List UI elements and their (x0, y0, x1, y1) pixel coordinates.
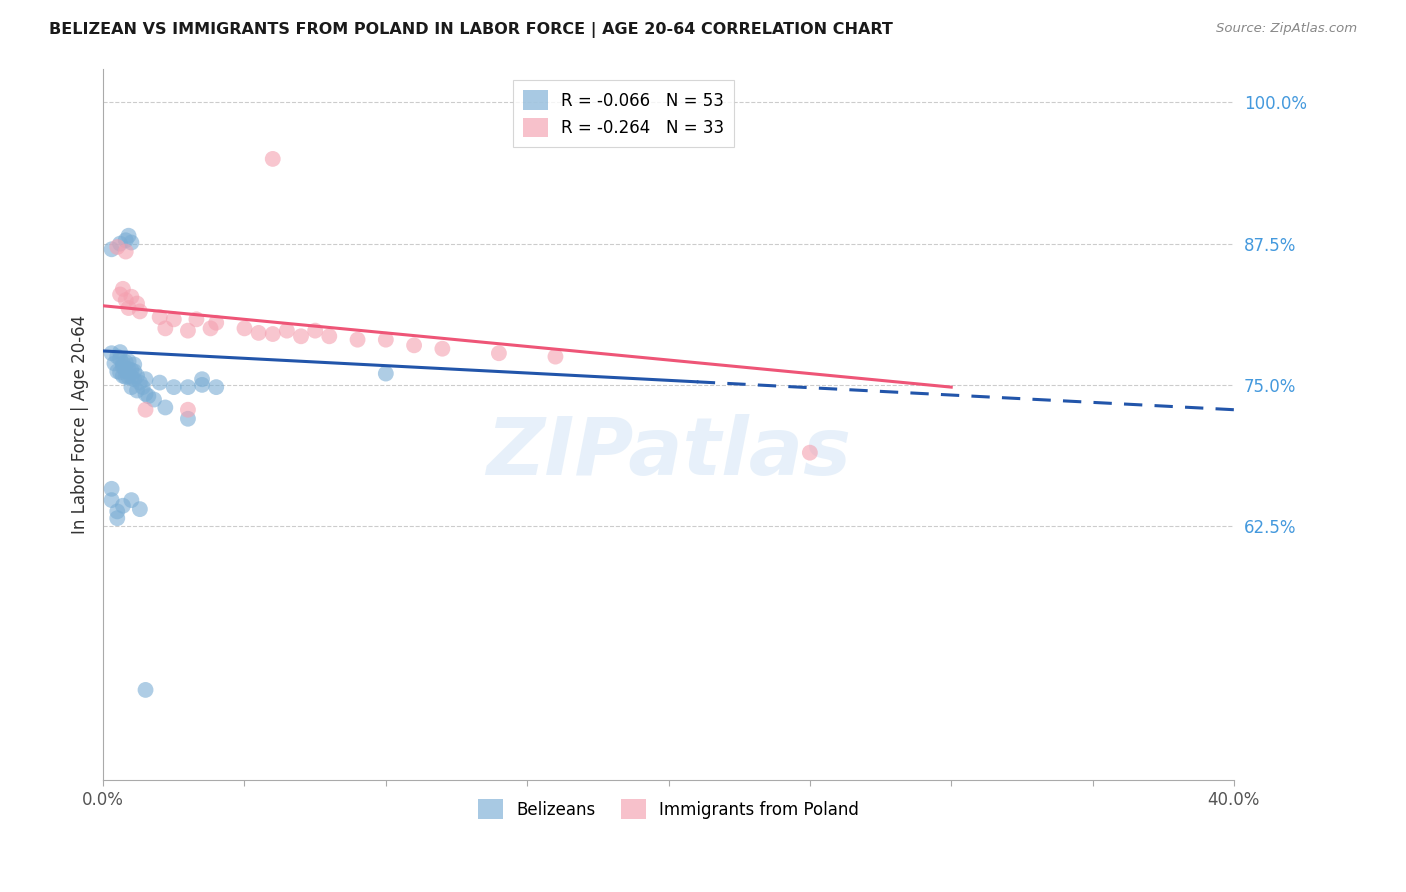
Point (125, 296, 148, 310)
Point (191, 372, 214, 386)
Point (105, 364, 128, 378)
Point (105, 511, 128, 525)
Point (138, 389, 160, 403)
Point (247, 326, 270, 340)
Point (200, 321, 222, 335)
Point (114, 355, 136, 369)
Point (117, 370, 139, 384)
Point (488, 346, 510, 360)
Point (205, 380, 228, 394)
Point (149, 310, 172, 324)
Point (117, 301, 139, 315)
Point (177, 380, 200, 394)
Point (108, 236, 131, 251)
Point (117, 228, 139, 243)
Y-axis label: In Labor Force | Age 20-64: In Labor Force | Age 20-64 (72, 315, 89, 534)
Point (114, 293, 136, 307)
Point (114, 244, 136, 259)
Point (108, 345, 131, 359)
Point (120, 363, 142, 377)
Point (149, 376, 172, 390)
Point (120, 235, 142, 250)
Point (346, 333, 368, 347)
Point (114, 364, 136, 378)
Point (122, 364, 145, 378)
Point (100, 482, 122, 496)
Point (122, 372, 145, 386)
Point (117, 362, 139, 376)
Point (100, 493, 122, 508)
Point (128, 304, 150, 318)
Point (404, 338, 426, 352)
Point (111, 499, 134, 513)
Point (100, 242, 122, 256)
Point (177, 402, 200, 417)
Point (108, 287, 131, 301)
Point (276, 324, 298, 338)
Point (111, 359, 134, 374)
Point (143, 392, 166, 407)
Text: Source: ZipAtlas.com: Source: ZipAtlas.com (1216, 22, 1357, 36)
Point (111, 368, 134, 383)
Point (100, 346, 122, 360)
Point (114, 370, 136, 384)
Point (191, 377, 214, 392)
Point (135, 387, 157, 401)
Point (103, 356, 125, 370)
Point (177, 324, 200, 338)
Point (290, 329, 312, 343)
Point (262, 152, 284, 166)
Point (163, 380, 186, 394)
Point (544, 350, 567, 364)
Point (122, 358, 145, 372)
Point (155, 401, 177, 415)
Point (128, 376, 150, 390)
Point (205, 316, 228, 330)
Point (131, 380, 153, 394)
Text: ZIPatlas: ZIPatlas (486, 414, 851, 491)
Point (120, 380, 142, 394)
Point (111, 356, 134, 370)
Point (128, 502, 150, 516)
Point (155, 321, 177, 335)
Point (105, 240, 128, 254)
Point (799, 445, 821, 459)
Point (108, 366, 131, 380)
Point (117, 354, 139, 368)
Point (374, 367, 396, 381)
Point (105, 504, 128, 518)
Text: BELIZEAN VS IMMIGRANTS FROM POLAND IN LABOR FORCE | AGE 20-64 CORRELATION CHART: BELIZEAN VS IMMIGRANTS FROM POLAND IN LA… (49, 22, 893, 38)
Point (114, 233, 136, 247)
Point (304, 324, 326, 338)
Point (125, 368, 148, 383)
Point (135, 372, 157, 386)
Point (262, 326, 284, 341)
Point (374, 333, 396, 347)
Point (186, 312, 208, 326)
Legend: Belizeans, Immigrants from Poland: Belizeans, Immigrants from Poland (471, 793, 866, 825)
Point (318, 329, 340, 343)
Point (233, 321, 256, 335)
Point (125, 384, 148, 398)
Point (432, 342, 454, 356)
Point (163, 312, 186, 326)
Point (177, 411, 200, 425)
Point (105, 350, 128, 364)
Point (120, 370, 142, 384)
Point (135, 402, 157, 417)
Point (111, 282, 134, 296)
Point (135, 682, 157, 697)
Point (108, 351, 131, 366)
Point (120, 493, 142, 508)
Point (120, 290, 142, 304)
